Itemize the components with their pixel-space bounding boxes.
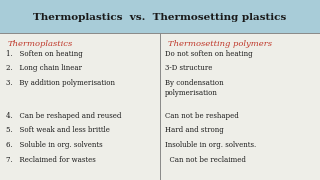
Text: 1.   Soften on heating: 1. Soften on heating <box>6 50 83 58</box>
Text: Hard and strong: Hard and strong <box>165 127 224 134</box>
Text: Thermoplastics: Thermoplastics <box>8 40 73 48</box>
Text: 3.   By addition polymerisation: 3. By addition polymerisation <box>6 79 115 87</box>
Text: Can not be reshaped: Can not be reshaped <box>165 112 239 120</box>
Text: 4.   Can be reshaped and reused: 4. Can be reshaped and reused <box>6 112 121 120</box>
Text: Can not be reclaimed: Can not be reclaimed <box>165 156 246 163</box>
Text: 5.   Soft weak and less brittle: 5. Soft weak and less brittle <box>6 127 110 134</box>
Text: By condensation
polymerisation: By condensation polymerisation <box>165 79 224 97</box>
Text: 7.   Reclaimed for wastes: 7. Reclaimed for wastes <box>6 156 96 163</box>
Text: 6.   Soluble in org. solvents: 6. Soluble in org. solvents <box>6 141 103 149</box>
Text: Thermosetting polymers: Thermosetting polymers <box>168 40 272 48</box>
Text: Insoluble in org. solvents.: Insoluble in org. solvents. <box>165 141 256 149</box>
FancyBboxPatch shape <box>0 0 320 33</box>
Text: Do not soften on heating: Do not soften on heating <box>165 50 252 58</box>
Text: 2.   Long chain linear: 2. Long chain linear <box>6 64 82 73</box>
Text: Thermoplastics  vs.  Thermosetting plastics: Thermoplastics vs. Thermosetting plastic… <box>33 12 287 21</box>
Text: 3-D structure: 3-D structure <box>165 64 212 73</box>
